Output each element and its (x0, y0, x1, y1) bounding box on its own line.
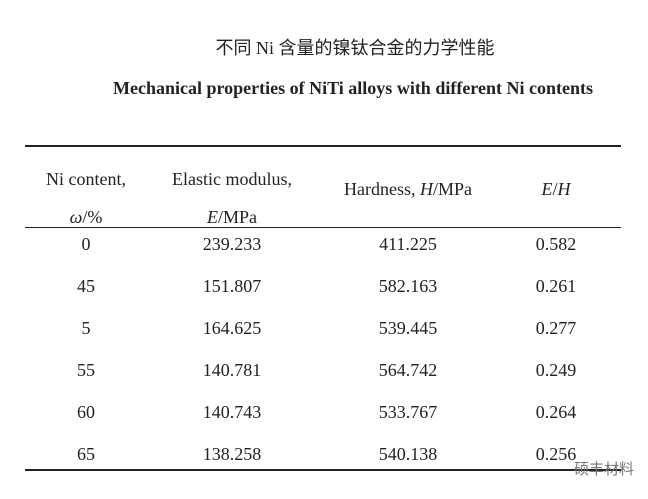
table-cell: 539.445 (378, 318, 438, 338)
table-cell: 164.625 (202, 318, 262, 338)
table-cell: 411.225 (379, 234, 437, 254)
header-cell: Ni content, ω/% (46, 160, 126, 236)
table-cell: 138.258 (202, 444, 262, 464)
table-cell: 5 (81, 318, 91, 338)
table-cell: 65 (77, 444, 95, 464)
header-text: /MPa (217, 207, 257, 227)
table-cell: 0.256 (535, 444, 577, 464)
header-text: Hardness, (344, 179, 420, 199)
top-rule (25, 145, 621, 147)
title-zh: 不同 Ni 含量的镍钛合金的力学性能 (215, 38, 495, 58)
table-cell: 564.742 (378, 360, 438, 380)
header-cell: E/H (541, 179, 570, 200)
table-cell: 55 (77, 360, 95, 380)
table-cell: 140.781 (202, 360, 262, 380)
table-cell: 0.249 (535, 360, 577, 380)
header-text: Ni content, (46, 169, 126, 189)
header-cell: Elastic modulus, E/MPa (172, 160, 292, 236)
table-cell: 533.767 (378, 402, 438, 422)
table-cell: 0 (81, 234, 91, 254)
header-text: / (552, 179, 558, 199)
table-cell: 140.743 (202, 402, 262, 422)
table-cell: 45 (77, 276, 95, 296)
table-cell: 151.807 (202, 276, 262, 296)
table-cell: 0.582 (535, 234, 577, 254)
header-text: /% (82, 207, 103, 227)
table-cell: 239.233 (202, 234, 262, 254)
header-text: H (557, 179, 571, 199)
table-cell: 60 (77, 402, 95, 422)
bottom-rule (25, 469, 621, 471)
title-en: Mechanical properties of NiTi alloys wit… (113, 78, 593, 98)
header-text: Elastic modulus, (172, 169, 292, 189)
header-text: ω (69, 207, 83, 227)
header-text: E (206, 207, 218, 227)
header-rule (25, 227, 621, 228)
table-cell: 0.277 (535, 318, 577, 338)
table-cell: 0.261 (535, 276, 577, 296)
table-cell: 582.163 (378, 276, 438, 296)
header-text: E (541, 179, 553, 199)
header-text: H (419, 179, 433, 199)
header-cell: Hardness, H/MPa (344, 179, 472, 200)
watermark: 硕丰材料 (573, 460, 634, 478)
table-cell: 0.264 (535, 402, 577, 422)
table-cell: 540.138 (378, 444, 438, 464)
header-text: /MPa (432, 179, 472, 199)
